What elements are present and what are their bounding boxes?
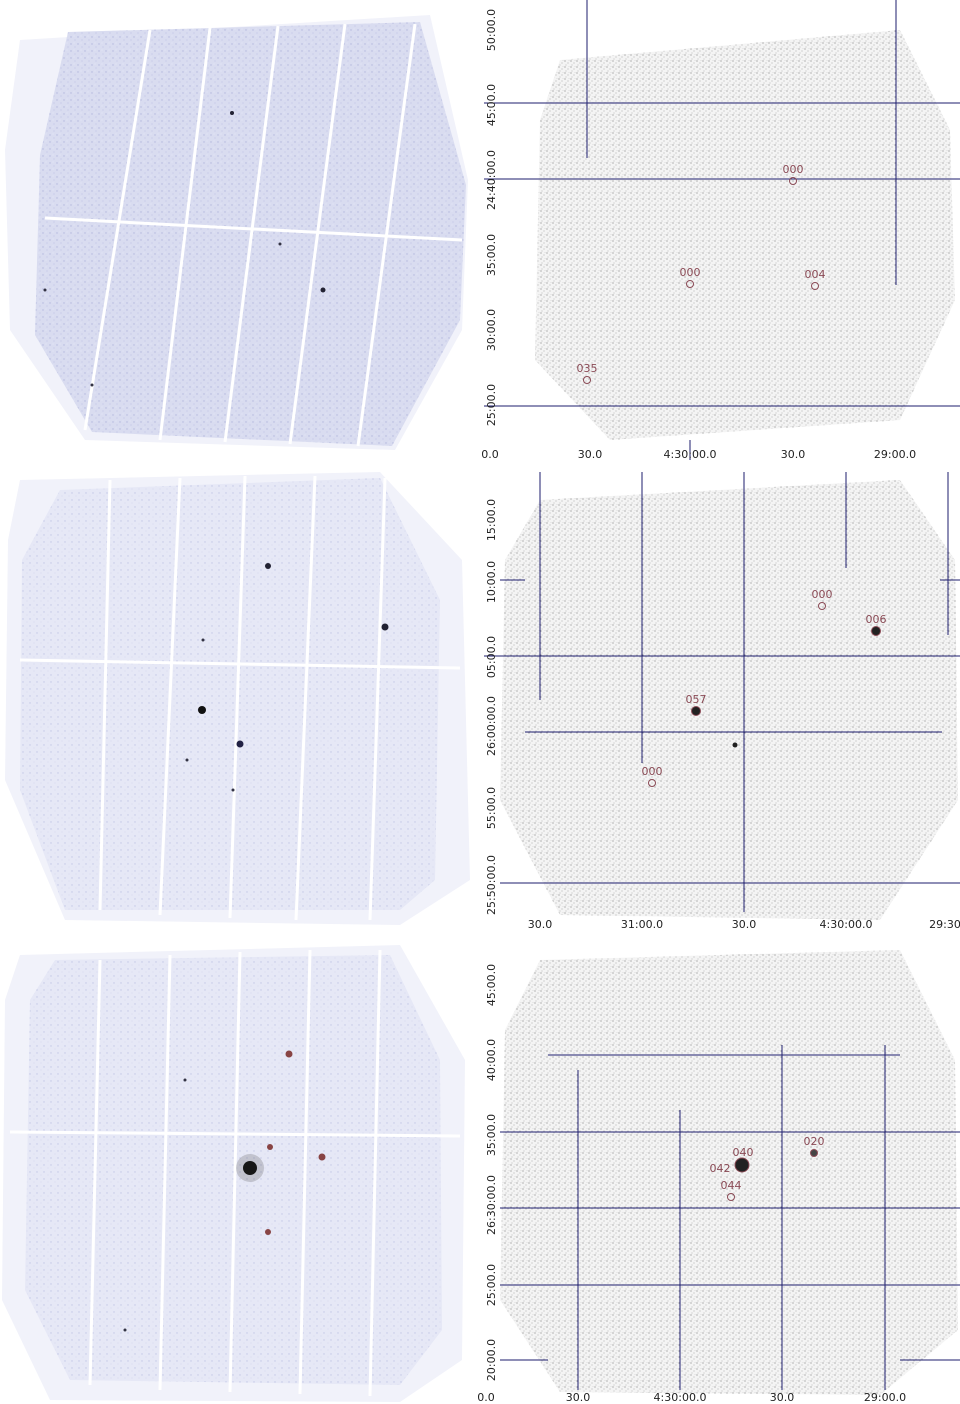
ra-label: 0.0	[481, 448, 499, 461]
source-label: 004	[805, 268, 826, 281]
ra-label: 30.0	[732, 918, 757, 931]
dec-label: 25:50:00.0	[485, 855, 498, 915]
ra-label: 30.0	[781, 448, 806, 461]
dec-label: 25:00.0	[485, 384, 498, 426]
source-label: 000	[680, 266, 701, 279]
dec-label: 25:00.0	[485, 1264, 498, 1306]
dec-label: 50:00.0	[485, 9, 498, 51]
ra-label: 31:00.0	[621, 918, 663, 931]
right-image-1	[484, 0, 960, 460]
source-label: 000	[812, 588, 833, 601]
ra-label: 29:30	[929, 918, 960, 931]
dec-label: 26:00:00.0	[485, 696, 498, 756]
source-label: 044	[721, 1179, 742, 1192]
ra-label: 4:30:00.0	[654, 1391, 707, 1404]
source-label: 035	[577, 362, 598, 375]
ra-label: 30.0	[528, 918, 553, 931]
ra-label: 0.0	[477, 1391, 495, 1404]
ra-label: 29:00.0	[864, 1391, 906, 1404]
dec-label: 45:00.0	[485, 84, 498, 126]
ra-label: 4:30:00.0	[664, 448, 717, 461]
source-label: 057	[686, 693, 707, 706]
left-image-2	[5, 472, 470, 925]
dec-label: 40:00.0	[485, 1039, 498, 1081]
dec-label: 24:40:00.0	[485, 150, 498, 210]
ra-label: 4:30:00.0	[820, 918, 873, 931]
source-label: 042	[710, 1162, 731, 1175]
source-label: 040	[733, 1146, 754, 1159]
left-image-1	[5, 15, 468, 450]
dec-label: 20:00.0	[485, 1339, 498, 1381]
source-label: 000	[642, 765, 663, 778]
ra-label: 30.0	[566, 1391, 591, 1404]
dec-label: 45:00.0	[485, 964, 498, 1006]
ra-label: 29:00.0	[874, 448, 916, 461]
source-label: 020	[804, 1135, 825, 1148]
dec-label: 35:00.0	[485, 234, 498, 276]
ra-label: 30.0	[770, 1391, 795, 1404]
ra-label: 30.0	[578, 448, 603, 461]
left-image-3	[2, 945, 465, 1402]
right-image-2	[484, 472, 960, 920]
dec-label: 26:30:00.0	[485, 1175, 498, 1235]
dec-label: 15:00.0	[485, 499, 498, 541]
dec-label: 05:00.0	[485, 636, 498, 678]
dec-label: 10:00.0	[485, 561, 498, 603]
dec-label: 35:00.0	[485, 1114, 498, 1156]
right-image-3	[500, 950, 960, 1395]
source-label: 006	[866, 613, 887, 626]
dec-label: 30:00.0	[485, 309, 498, 351]
source-label: 000	[783, 163, 804, 176]
dec-label: 55:00.0	[485, 787, 498, 829]
